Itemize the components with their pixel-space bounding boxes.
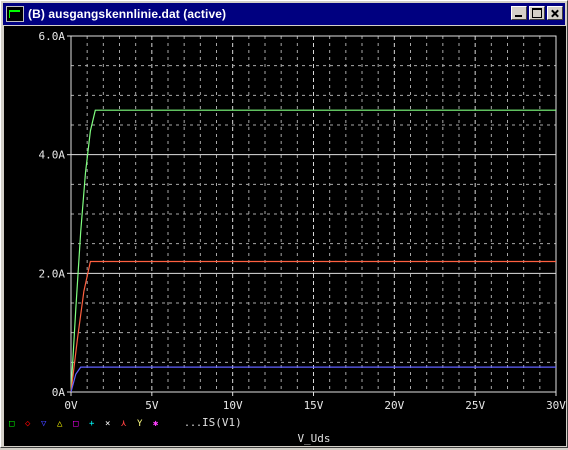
x-tick-label: 5V [145, 399, 159, 412]
x-tick-labels: 0V 5V 10V 15V 20V 25V 30V [64, 392, 566, 412]
series-line-1[interactable] [70, 109, 556, 393]
legend-marker[interactable]: □ [73, 419, 79, 429]
legend-marker[interactable]: × [105, 419, 110, 429]
window-title: (B) ausgangskennlinie.dat (active) [28, 7, 227, 21]
minimize-button[interactable] [511, 6, 527, 20]
probe-app-icon[interactable] [6, 6, 24, 22]
close-button[interactable] [547, 6, 563, 20]
legend: □ ◇ ▽ △ □ + × ⋏ Y ✱ ... IS(V1) [9, 416, 242, 429]
x-tick-label: 30V [546, 399, 566, 412]
y-tick-label: 2.0A [39, 267, 66, 280]
series-layer [70, 109, 556, 393]
x-tick-label: 15V [304, 399, 324, 412]
x-tick-label: 20V [384, 399, 404, 412]
maximize-button[interactable] [529, 6, 545, 20]
y-tick-label: 4.0A [39, 149, 66, 162]
title-bar[interactable]: (B) ausgangskennlinie.dat (active) [3, 3, 565, 25]
legend-marker[interactable]: ◇ [25, 419, 31, 429]
window-controls [509, 6, 563, 20]
x-tick-label: 0V [64, 399, 78, 412]
legend-marker[interactable]: Y [137, 419, 143, 429]
plot-area[interactable]: 0A 2.0A 4.0A 6.0A 0V 5V 10V 15V 20V 25V 30V □ ◇ ▽ △ □… [4, 26, 566, 446]
legend-marker[interactable]: + [89, 419, 95, 429]
x-tick-label: 25V [465, 399, 485, 412]
y-tick-labels: 0A 2.0A 4.0A 6.0A [39, 30, 71, 399]
y-tick-label: 0A [52, 386, 66, 399]
chart-svg: 0A2.0A4.0A6.0A 0V 5V 10V 15V 20V 25V 30V □ ◇ ▽ △ □… [9, 30, 566, 445]
legend-markers: □ ◇ ▽ △ □ + × ⋏ Y ✱ [9, 419, 159, 429]
legend-marker[interactable]: ▽ [41, 419, 47, 429]
legend-marker[interactable]: ✱ [153, 419, 159, 429]
legend-trace-label[interactable]: IS(V1) [202, 416, 242, 429]
series-line-3[interactable] [70, 366, 556, 393]
legend-marker[interactable]: △ [57, 419, 63, 429]
x-axis-label: V_Uds [297, 432, 330, 445]
legend-marker[interactable]: ⋏ [120, 419, 127, 429]
legend-marker[interactable]: □ [9, 419, 15, 429]
series-line-2[interactable] [70, 260, 556, 393]
grid [71, 36, 556, 392]
y-tick-label: 6.0A [39, 30, 66, 43]
x-tick-label: 10V [223, 399, 243, 412]
legend-ellipsis: ... [184, 418, 202, 429]
